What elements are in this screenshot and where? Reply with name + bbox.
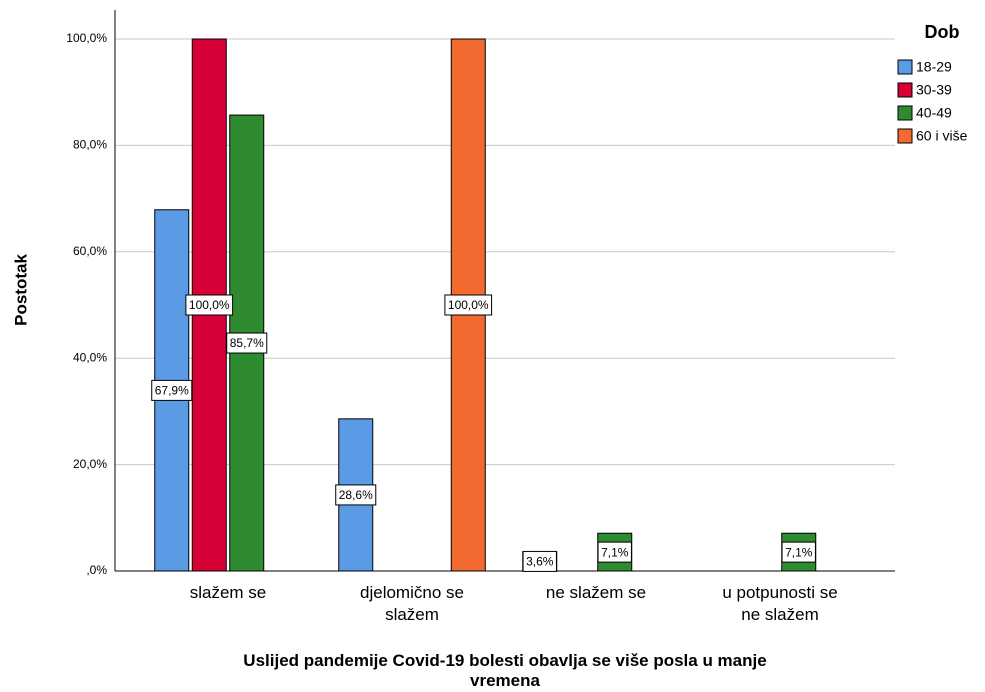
data-label: 100,0% [448,298,489,312]
y-axis-label: Postotak [11,254,30,326]
data-label: 7,1% [601,545,629,559]
data-label-box [185,294,234,316]
y-tick-label: ,0% [86,563,107,577]
legend-swatch [897,59,913,75]
y-tick-label: 40,0% [73,350,107,364]
y-tick-label: 60,0% [73,244,107,258]
data-label-group: 100,0% [444,294,493,316]
legend-label: 18-29 [916,59,952,75]
x-tick-label: djelomično se slažem [360,583,464,624]
legend-swatch [897,105,913,121]
data-label-group: 3,6% [522,550,557,572]
data-label-box [444,294,493,316]
data-label-group: 7,1% [781,541,816,563]
data-label: 7,1% [785,545,813,559]
data-label-box [597,541,632,563]
legend-title: Dob [925,22,960,42]
y-tick-label: 80,0% [73,138,107,152]
x-axis-label: Uslijed pandemije Covid-19 bolesti obavl… [243,651,766,690]
x-tick-label: u potpunosti se ne slažem [722,583,837,624]
data-label: 100,0% [189,298,230,312]
data-label-box [522,550,557,572]
data-label-group: 28,6% [335,484,377,506]
data-label-group: 85,7% [226,332,268,354]
x-tick-label: ne slažem se [546,583,646,602]
legend-label: 60 i više [916,128,968,144]
y-tick-label: 20,0% [73,457,107,471]
data-label-box [151,379,193,401]
x-tick-label: slažem se [190,583,267,602]
legend-swatch [897,82,913,98]
y-tick-label: 100,0% [66,31,107,45]
data-label: 3,6% [526,555,554,569]
legend-label: 30-39 [916,82,952,98]
data-label-box [781,541,816,563]
data-label-group: 7,1% [597,541,632,563]
data-label-group: 67,9% [151,379,193,401]
data-label: 85,7% [230,336,264,350]
legend-swatch [897,128,913,144]
data-label: 67,9% [155,384,189,398]
data-label-group: 100,0% [185,294,234,316]
data-label-box [335,484,377,506]
legend-label: 40-49 [916,105,952,121]
data-label-box [226,332,268,354]
data-label: 28,6% [339,488,373,502]
